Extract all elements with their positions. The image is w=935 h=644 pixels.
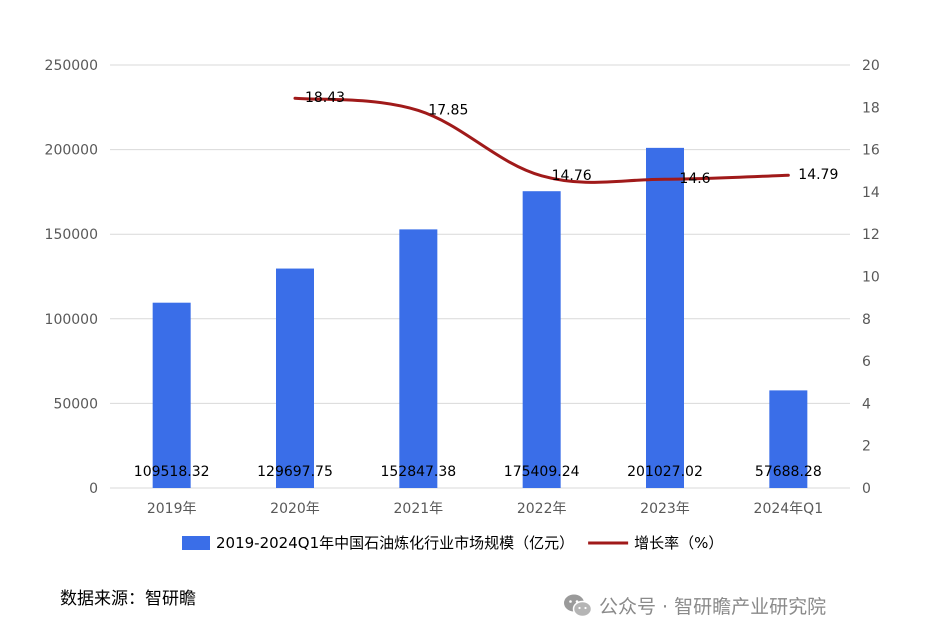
gridlines	[110, 64, 850, 489]
bar-data-label: 57688.28	[755, 464, 822, 480]
x-tick-label: 2019年	[147, 501, 197, 517]
bar-data-labels: 109518.32 129697.75 152847.38 175409.24 2010…	[134, 464, 822, 480]
y-right-tick-label: 4	[862, 396, 871, 412]
legend-label-bar: 2019-2024Q1年中国石油炼化行业市场规模（亿元）	[216, 534, 574, 552]
y-right-tick-label: 12	[862, 227, 880, 243]
source-note: 数据来源：智研瞻	[60, 589, 196, 609]
line-data-label: 14.79	[798, 167, 838, 183]
y-axis-right: 0 2 4 6 8 10 12 14 16 18 20	[862, 58, 880, 497]
x-tick-label: 2021年	[394, 501, 444, 517]
y-left-tick-label: 0	[89, 481, 98, 497]
y-right-tick-label: 6	[862, 354, 871, 370]
x-tick-label: 2022年	[517, 501, 567, 517]
line-data-label: 17.85	[428, 102, 468, 118]
legend-swatch-bar	[182, 536, 210, 550]
legend-label-line: 增长率（%）	[634, 534, 723, 552]
y-right-tick-label: 16	[862, 143, 880, 159]
bar	[522, 191, 561, 488]
bar-data-label: 175409.24	[504, 464, 580, 480]
y-left-tick-label: 250000	[45, 58, 98, 74]
bar-data-label: 152847.38	[380, 464, 456, 480]
line-data-labels: 18.43 17.85 14.76 14.6 14.79	[305, 90, 838, 187]
bar	[276, 268, 314, 488]
bar	[646, 147, 684, 488]
bar-data-label: 201027.02	[627, 464, 703, 480]
x-axis: 2019年 2020年 2021年 2022年 2023年 2024年Q1	[147, 501, 823, 517]
line-data-label: 18.43	[305, 90, 345, 106]
bar	[769, 390, 808, 488]
y-right-tick-label: 2	[862, 439, 871, 455]
wechat-icon	[564, 594, 593, 617]
y-right-tick-label: 20	[862, 58, 880, 74]
bar-data-label: 109518.32	[134, 464, 210, 480]
bar-data-label: 129697.75	[257, 464, 333, 480]
legend: 2019-2024Q1年中国石油炼化行业市场规模（亿元） 增长率（%）	[182, 534, 723, 552]
y-axis-left: 0 50000 100000 150000 200000 250000	[45, 58, 98, 497]
y-right-tick-label: 0	[862, 481, 871, 497]
growth-rate-line	[293, 96, 790, 184]
watermark-text: 公众号 · 智研瞻产业研究院	[599, 596, 827, 618]
y-right-tick-label: 10	[862, 270, 880, 286]
line-series	[293, 96, 790, 184]
y-right-tick-label: 14	[862, 185, 880, 201]
bar	[399, 229, 438, 488]
y-right-tick-label: 18	[862, 100, 880, 116]
bar-series	[152, 147, 808, 488]
x-tick-label: 2023年	[640, 501, 690, 517]
chart: 0 50000 100000 150000 200000 250000 0 2 4 6 8 10 12…	[45, 58, 880, 552]
x-tick-label: 2024年Q1	[754, 501, 824, 517]
y-left-tick-label: 50000	[53, 396, 98, 412]
x-tick-label: 2020年	[270, 501, 320, 517]
y-left-tick-label: 200000	[45, 143, 98, 159]
y-right-tick-label: 8	[862, 312, 871, 328]
y-left-tick-label: 100000	[45, 312, 98, 328]
line-data-label: 14.6	[679, 171, 710, 187]
line-data-label: 14.76	[552, 168, 592, 184]
y-left-tick-label: 150000	[45, 227, 98, 243]
watermark: 公众号 · 智研瞻产业研究院	[563, 592, 826, 619]
bar	[152, 302, 191, 488]
